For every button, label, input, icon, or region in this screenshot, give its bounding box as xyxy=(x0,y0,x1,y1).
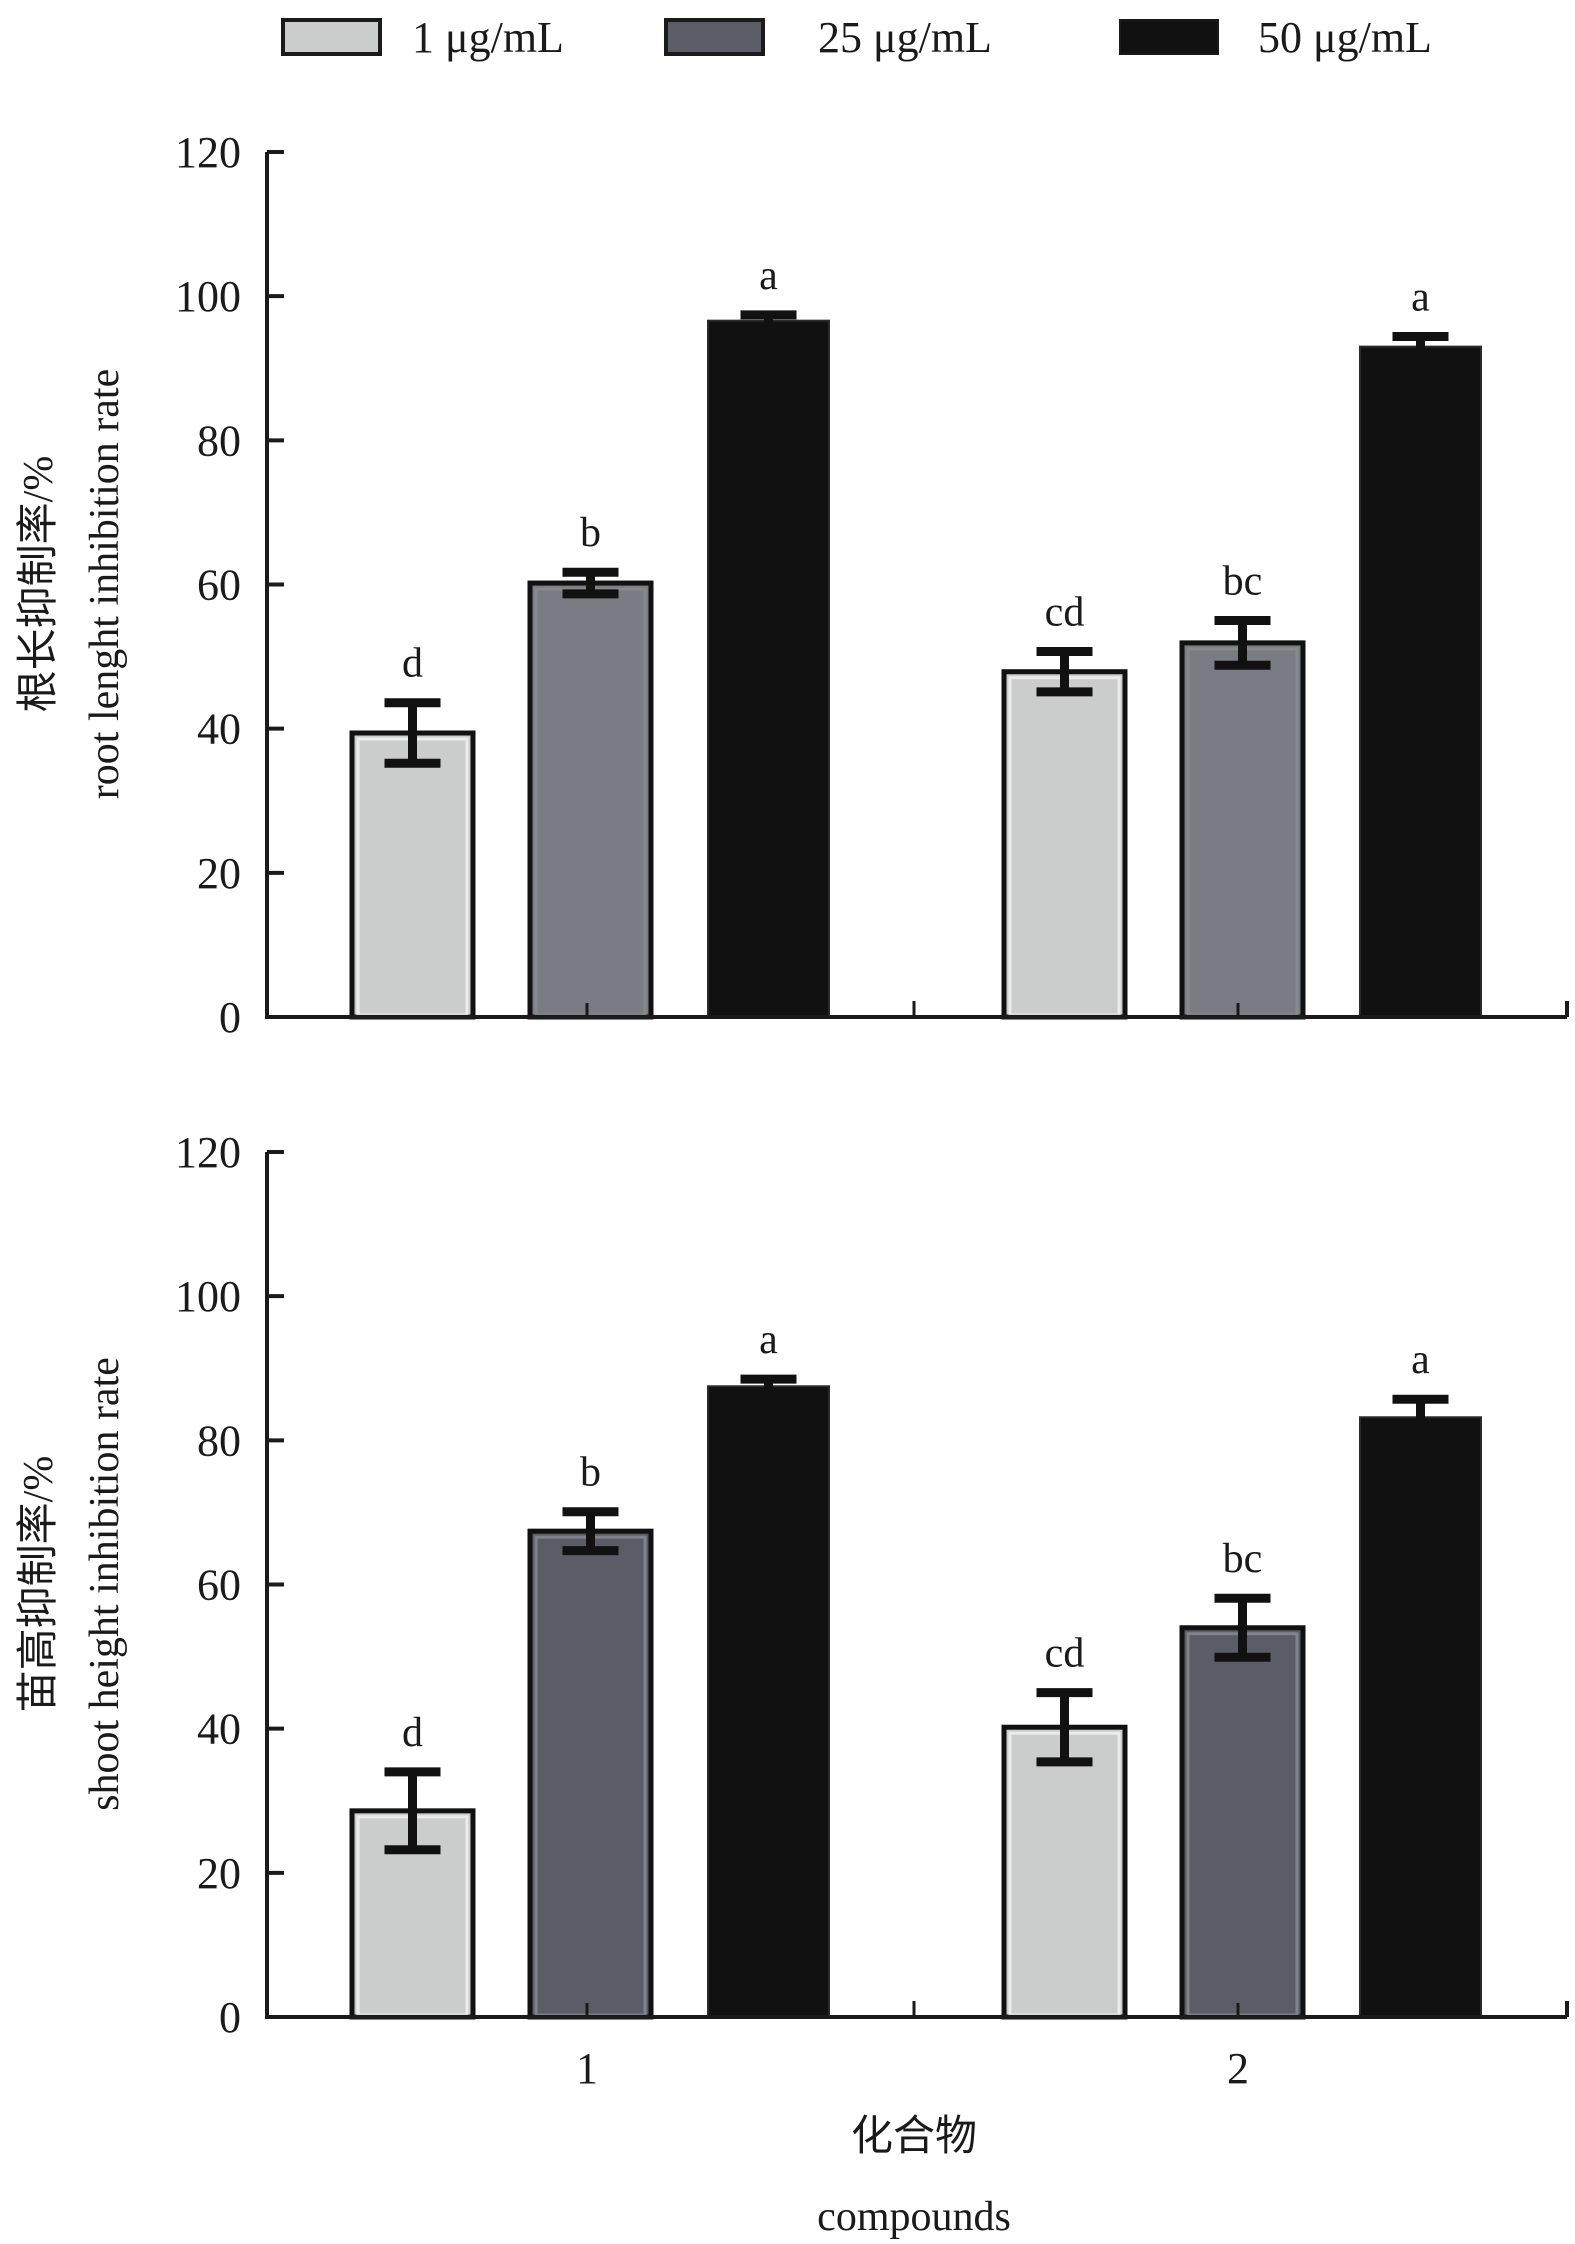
root-bars: d cd b bc a a xyxy=(349,253,1482,1020)
x-axis-title-en: compounds xyxy=(817,2194,1011,2240)
shoot-y-tick-label: 100 xyxy=(175,1272,241,1321)
root-bar xyxy=(707,319,830,1018)
shoot-axes xyxy=(265,1152,1569,2019)
shoot-bar xyxy=(527,1528,654,2020)
root-y-tick-label: 40 xyxy=(197,705,241,754)
root-significance-letter: b xyxy=(580,510,601,556)
shoot-y-tick-label: 60 xyxy=(197,1561,241,1610)
root-y-tick-label: 120 xyxy=(175,128,241,177)
shoot-y-axis-title-cn: 苗高抑制率/% xyxy=(15,1456,62,1713)
shoot-bar xyxy=(1359,1416,1482,2019)
root-significance-letter: a xyxy=(1411,275,1430,321)
legend-swatch-1ugml xyxy=(281,18,382,56)
root-y-tick-label: 0 xyxy=(219,993,241,1042)
x-axis-title-cn: 化合物 xyxy=(851,2114,977,2160)
root-y-ticks: 0 20 40 60 80 100 120 xyxy=(175,128,284,1042)
legend-swatch-25ugml xyxy=(664,18,765,56)
root-significance-letter: cd xyxy=(1045,590,1085,636)
shoot-y-tick-label: 20 xyxy=(197,1849,241,1898)
shoot-y-tick-label: 80 xyxy=(197,1416,241,1465)
legend-swatch-50ugml xyxy=(1119,19,1219,55)
shoot-bars: d cd b bc a a xyxy=(349,1317,1482,2020)
shoot-bar xyxy=(707,1385,830,2019)
shoot-y-ticks: 0 20 40 60 80 100 120 xyxy=(175,1128,284,2042)
root-bar xyxy=(527,580,654,1020)
shoot-significance-letter: a xyxy=(1411,1337,1430,1383)
root-y-axis-title-cn: 根长抑制率/% xyxy=(15,456,62,713)
shoot-significance-letter: bc xyxy=(1223,1536,1263,1582)
root-significance-letter: a xyxy=(759,253,778,299)
root-y-tick-label: 100 xyxy=(175,272,241,321)
shoot-significance-letter: a xyxy=(759,1317,778,1363)
shoot-y-tick-label: 120 xyxy=(175,1128,241,1177)
root-y-tick-label: 80 xyxy=(197,416,241,465)
shoot-x-tick-label: 1 xyxy=(576,2044,598,2093)
root-axes xyxy=(265,152,1569,1019)
root-y-axis-title-en: root lenght inhibition rate xyxy=(82,369,128,799)
legend-label-50ugml: 50 μg/mL xyxy=(1258,13,1432,62)
legend-label-1ugml: 1 μg/mL xyxy=(412,13,564,62)
shoot-significance-letter: b xyxy=(580,1450,601,1496)
root-bar xyxy=(1179,640,1306,1020)
root-y-tick-label: 20 xyxy=(197,849,241,898)
shoot-significance-letter: d xyxy=(402,1710,423,1756)
shoot-y-axis-title-en: shoot height inhibition rate xyxy=(82,1357,128,1811)
shoot-significance-letter: cd xyxy=(1045,1631,1085,1677)
root-y-tick-label: 60 xyxy=(197,561,241,610)
root-bar xyxy=(1359,345,1482,1018)
shoot-bar xyxy=(1001,1724,1128,2020)
legend-label-25ugml: 25 μg/mL xyxy=(818,13,992,62)
legend: 1 μg/mL 25 μg/mL 50 μg/mL xyxy=(281,13,1432,62)
root-significance-letter: d xyxy=(402,641,423,687)
root-bar xyxy=(1001,669,1128,1020)
root-length-panel: 0 20 40 60 80 100 120 d cd b bc a a 根长抑制率/% root le… xyxy=(15,128,1569,1042)
shoot-bar xyxy=(1179,1625,1306,2020)
root-bar xyxy=(349,730,476,1020)
shoot-y-tick-label: 40 xyxy=(197,1705,241,1754)
shoot-x-tick-label: 2 xyxy=(1227,2044,1249,2093)
shoot-y-tick-label: 0 xyxy=(219,1993,241,2042)
root-significance-letter: bc xyxy=(1223,559,1263,605)
